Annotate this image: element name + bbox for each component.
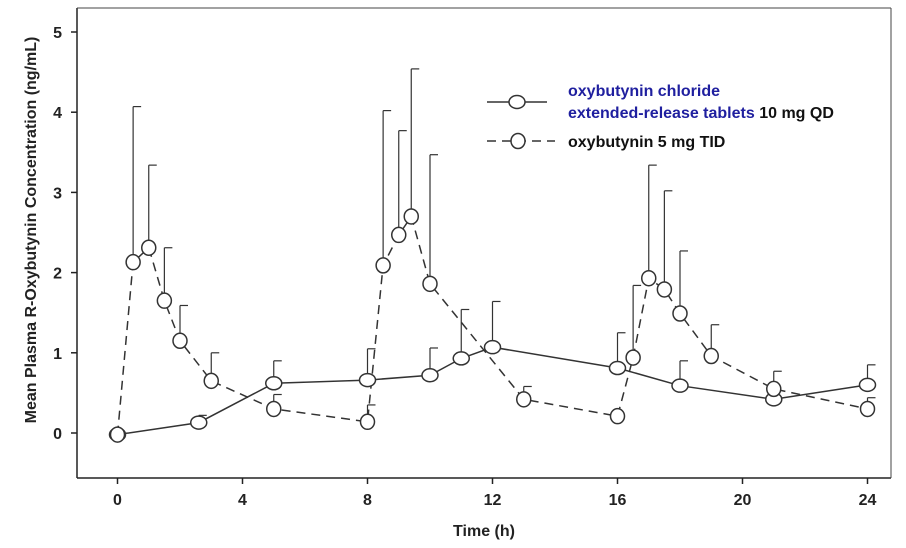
marker-tid <box>359 413 376 431</box>
marker-qd <box>858 377 877 393</box>
x-tick-label: 0 <box>113 492 122 509</box>
error-bars <box>132 68 876 423</box>
legend-series1-blue-part: extended-release tablets <box>568 105 755 122</box>
marker-tid <box>403 208 419 225</box>
x-axis-ticks: 0 4 8 12 16 20 24 <box>113 478 877 509</box>
marker-tid <box>391 226 407 244</box>
legend-series2-label: oxybutynin 5 mg TID <box>568 134 725 151</box>
y-tick-label: 4 <box>53 105 62 122</box>
marker-tid <box>375 257 391 274</box>
marker-qd <box>358 372 377 388</box>
x-tick-label: 4 <box>238 492 247 509</box>
marker-qd <box>190 415 208 430</box>
marker-qd <box>483 339 502 355</box>
marker-tid <box>109 426 126 443</box>
y-axis-title: Mean Plasma R-Oxybutynin Concentration (… <box>23 37 40 424</box>
marker-tid <box>266 400 282 418</box>
legend-solid-marker <box>508 94 526 110</box>
legend-dashed-marker <box>510 132 526 150</box>
x-tick-label: 20 <box>734 492 752 509</box>
marker-tid <box>609 407 626 425</box>
plot-frame <box>76 7 892 479</box>
legend: oxybutynin chloride extended-release tab… <box>487 83 834 151</box>
x-tick-label: 16 <box>609 492 627 509</box>
marker-tid <box>656 281 673 298</box>
marker-tid <box>141 239 157 256</box>
y-tick-label: 5 <box>53 25 62 42</box>
marker-tid <box>422 275 438 293</box>
y-axis-ticks: 0 1 2 3 4 5 <box>53 25 77 443</box>
marker-tid <box>859 400 876 418</box>
marker-tid <box>156 292 173 309</box>
marker-qd <box>608 360 627 376</box>
marker-tid <box>172 332 188 350</box>
y-tick-label: 3 <box>53 185 62 202</box>
marker-tid <box>516 391 532 408</box>
x-tick-label: 12 <box>484 492 502 509</box>
legend-series1-black-part: 10 mg QD <box>759 105 834 122</box>
marker-tid <box>625 349 641 366</box>
x-axis-title: Time (h) <box>453 523 515 540</box>
y-tick-label: 1 <box>53 346 62 363</box>
marker-tid <box>703 347 719 365</box>
marker-tid <box>672 305 688 322</box>
marker-tid <box>766 380 782 398</box>
x-tick-label: 24 <box>859 492 877 509</box>
marker-tid <box>203 372 219 390</box>
series-markers <box>108 208 877 443</box>
legend-series1-line1: oxybutynin chloride <box>568 83 720 100</box>
marker-tid <box>125 253 141 271</box>
y-tick-label: 2 <box>53 266 62 283</box>
x-tick-label: 8 <box>363 492 372 509</box>
marker-qd <box>421 368 439 383</box>
marker-qd <box>671 378 689 393</box>
marker-qd <box>452 351 470 366</box>
y-tick-label: 0 <box>53 426 62 443</box>
marker-qd <box>265 376 283 391</box>
marker-tid <box>641 269 657 287</box>
legend-series1-line2: extended-release tablets 10 mg QD <box>568 105 834 122</box>
